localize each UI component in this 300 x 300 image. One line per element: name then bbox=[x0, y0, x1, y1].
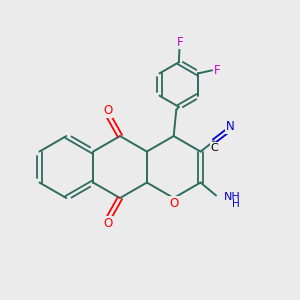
Text: C: C bbox=[210, 143, 218, 153]
Text: NH: NH bbox=[224, 192, 241, 202]
Text: O: O bbox=[169, 197, 178, 210]
Text: H: H bbox=[232, 199, 240, 209]
Text: O: O bbox=[103, 217, 112, 230]
Text: F: F bbox=[214, 64, 221, 77]
Text: F: F bbox=[177, 36, 183, 49]
Text: N: N bbox=[226, 120, 234, 133]
Text: O: O bbox=[103, 104, 112, 117]
